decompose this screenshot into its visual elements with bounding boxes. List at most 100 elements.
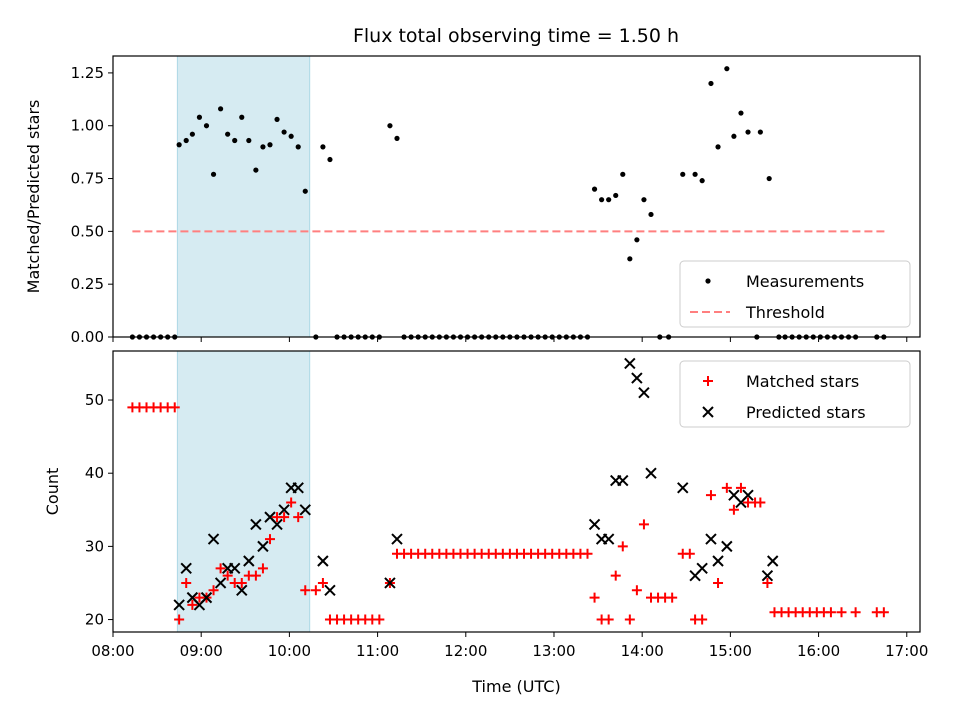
y-axis-label: Matched/Predicted stars xyxy=(24,100,43,294)
predicted-star-point xyxy=(705,533,717,545)
measurement-point xyxy=(715,144,721,150)
x-axis-label: Time (UTC) xyxy=(471,677,560,696)
predicted-star-point xyxy=(645,467,657,479)
measurement-point xyxy=(627,256,633,262)
y-tick-label: 0.75 xyxy=(71,170,104,188)
matched-star-point xyxy=(250,570,261,581)
y-tick-label: 1.25 xyxy=(71,64,104,82)
measurement-point xyxy=(757,129,763,135)
matched-star-point xyxy=(728,504,739,515)
measurement-point xyxy=(267,142,273,148)
measurement-point xyxy=(738,110,744,116)
measurement-point xyxy=(210,171,217,177)
x-tick-label: 13:00 xyxy=(532,642,575,660)
matched-star-point xyxy=(721,482,732,493)
measurement-point xyxy=(699,178,705,184)
legend-label: Predicted stars xyxy=(746,403,866,422)
predicted-star-point xyxy=(243,555,255,567)
predicted-star-point xyxy=(712,555,724,567)
measurement-point xyxy=(766,175,772,182)
matched-star-point xyxy=(697,614,708,625)
x-tick-label: 12:00 xyxy=(444,642,487,660)
predicted-star-point xyxy=(602,533,615,545)
predicted-star-point xyxy=(180,562,192,575)
measurement-point xyxy=(327,156,333,163)
predicted-star-point xyxy=(617,474,629,487)
measurement-point xyxy=(641,197,647,203)
matched-star-point xyxy=(169,402,180,413)
matched-star-point xyxy=(208,585,219,596)
y-tick-label: 30 xyxy=(85,537,104,555)
matched-star-point xyxy=(310,585,321,596)
y-tick-label: 20 xyxy=(85,611,104,629)
bottom-panel: 08:00 09:00 10:00 11:00 12:00 13:00 14:00 15:00… xyxy=(43,350,928,696)
measurement-point xyxy=(295,144,301,150)
x-tick-label: 14:00 xyxy=(621,642,664,660)
predicted-star-point xyxy=(200,591,213,604)
measurement-point xyxy=(225,131,231,137)
matched-star-point xyxy=(603,614,614,625)
predicted-star-point xyxy=(588,518,601,531)
predicted-star-point xyxy=(173,599,185,611)
matched-star-point xyxy=(236,577,247,588)
matched-star-point xyxy=(684,548,695,559)
matched-star-point xyxy=(878,607,889,618)
predicted-star-point xyxy=(271,518,283,531)
axes-frame xyxy=(112,55,921,338)
measurement-point xyxy=(253,167,259,173)
legend-label: Matched stars xyxy=(746,372,859,391)
predicted-star-point xyxy=(299,504,311,516)
measurement-point xyxy=(591,186,598,192)
measurement-point xyxy=(680,171,686,177)
predicted-star-point xyxy=(391,533,403,545)
predicted-star-point xyxy=(317,555,329,567)
measurement-point xyxy=(239,114,245,120)
legend-marker-measurements xyxy=(705,278,711,284)
measurement-point xyxy=(232,137,238,144)
matched-star-point xyxy=(667,592,678,603)
matched-star-point xyxy=(286,497,297,508)
measurement-point xyxy=(260,144,266,150)
matched-star-point xyxy=(181,577,192,588)
x-tick-label: 09:00 xyxy=(180,642,223,660)
predicted-star-point xyxy=(761,569,774,582)
y-tick-label: 50 xyxy=(85,391,104,409)
legend-marker-matched xyxy=(703,376,713,386)
measurement-point xyxy=(203,123,210,129)
matched-star-point xyxy=(187,599,198,610)
legend-box xyxy=(679,260,911,328)
x-tick-label: 11:00 xyxy=(356,642,399,660)
x-tick-label: 15:00 xyxy=(709,642,752,660)
matched-star-point xyxy=(617,541,628,552)
measurement-point xyxy=(745,129,751,135)
predicted-star-point xyxy=(257,540,269,553)
matched-star-point xyxy=(279,512,290,523)
predicted-star-point xyxy=(721,540,733,553)
x-tick-label: 16:00 xyxy=(797,642,840,660)
y-tick-label: 1.00 xyxy=(71,117,104,135)
legend-label: Measurements xyxy=(746,272,864,291)
measurement-point xyxy=(648,211,654,218)
predicted-star-point xyxy=(207,533,220,545)
measurement-point xyxy=(302,188,308,194)
matched-star-point xyxy=(374,614,385,625)
measurement-point xyxy=(606,197,612,203)
predicted-star-point xyxy=(631,372,643,384)
top-panel: 0.00 0.25 0.50 0.75 1.00 1.25 Matched/Predicte… xyxy=(24,55,921,346)
measurement-point xyxy=(692,171,698,177)
measurement-point xyxy=(387,123,393,129)
matched-star-point xyxy=(762,577,773,588)
predicted-star-point xyxy=(292,482,304,494)
matched-star-point xyxy=(825,607,836,618)
matched-star-point xyxy=(735,482,746,493)
predicted-star-point xyxy=(742,489,754,501)
x-tick-label: 08:00 xyxy=(91,642,134,660)
matched-star-point xyxy=(836,607,847,618)
legend-label: Threshold xyxy=(745,303,825,322)
y-tick-label: 40 xyxy=(85,464,104,482)
measurement-point xyxy=(176,142,182,148)
predicted-star-point xyxy=(229,562,241,575)
matched-star-point xyxy=(174,614,185,625)
predicted-star-point xyxy=(250,518,262,531)
